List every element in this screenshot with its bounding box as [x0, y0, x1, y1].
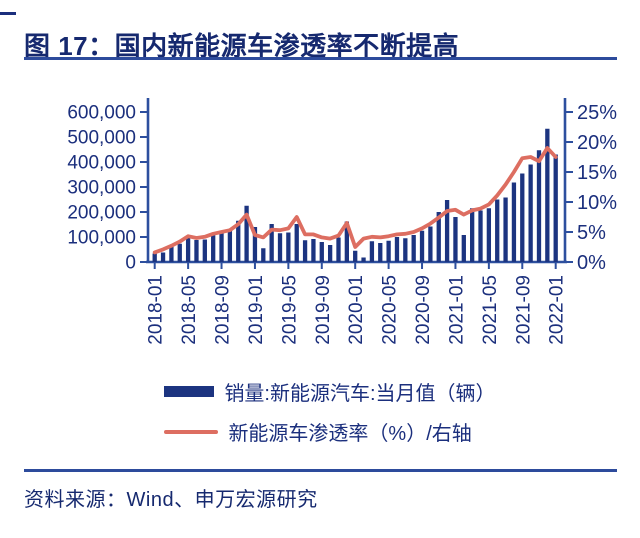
svg-text:100,000: 100,000 [67, 228, 136, 249]
svg-text:15%: 15% [577, 162, 617, 184]
legend-item-sales: 销量:新能源汽车:当月值（辆） [164, 377, 496, 406]
svg-text:25%: 25% [577, 102, 617, 124]
svg-text:2020-09: 2020-09 [413, 275, 434, 345]
svg-text:20%: 20% [577, 132, 617, 154]
source-divider [24, 469, 617, 472]
svg-text:2018-09: 2018-09 [213, 275, 234, 345]
svg-text:10%: 10% [577, 192, 617, 214]
svg-text:2019-01: 2019-01 [246, 275, 267, 345]
title-divider [24, 57, 617, 60]
svg-text:400,000: 400,000 [67, 153, 136, 174]
svg-text:2021-01: 2021-01 [446, 275, 467, 345]
svg-text:200,000: 200,000 [67, 203, 136, 224]
svg-text:2018-01: 2018-01 [146, 275, 167, 345]
svg-text:0: 0 [125, 253, 136, 274]
svg-text:5%: 5% [577, 222, 606, 244]
svg-text:2019-09: 2019-09 [313, 275, 334, 345]
legend-inner: 销量:新能源汽车:当月值（辆） 新能源车渗透率（%）/右轴 [164, 377, 496, 446]
svg-text:2021-09: 2021-09 [513, 275, 534, 345]
source-text: 资料来源：Wind、申万宏源研究 [24, 489, 318, 511]
svg-text:2020-01: 2020-01 [346, 275, 367, 345]
svg-text:300,000: 300,000 [67, 178, 136, 199]
chart-svg: 0 100,000 200,000 300,000 400,000 500,000 600,… [67, 98, 617, 345]
chart-legend: 销量:新能源汽车:当月值（辆） 新能源车渗透率（%）/右轴 [0, 377, 640, 446]
legend-item-penetration: 新能源车渗透率（%）/右轴 [164, 417, 472, 446]
page-edge-artifact [0, 12, 16, 15]
svg-text:2022-01: 2022-01 [547, 275, 568, 345]
svg-text:2018-05: 2018-05 [179, 275, 200, 345]
line-series-swatch [164, 429, 219, 434]
svg-text:2020-05: 2020-05 [380, 275, 401, 345]
svg-text:600,000: 600,000 [67, 103, 136, 124]
svg-text:2021-05: 2021-05 [480, 275, 501, 345]
bar-series-swatch [164, 386, 215, 397]
svg-text:2019-05: 2019-05 [279, 275, 300, 345]
svg-text:0%: 0% [577, 252, 606, 274]
figure-title: 图 17：国内新能源车渗透率不断提高 [24, 31, 460, 61]
bar-series-label: 销量:新能源汽车:当月值（辆） [224, 383, 496, 405]
line-series-label: 新能源车渗透率（%）/右轴 [228, 423, 472, 445]
svg-text:500,000: 500,000 [67, 128, 136, 149]
